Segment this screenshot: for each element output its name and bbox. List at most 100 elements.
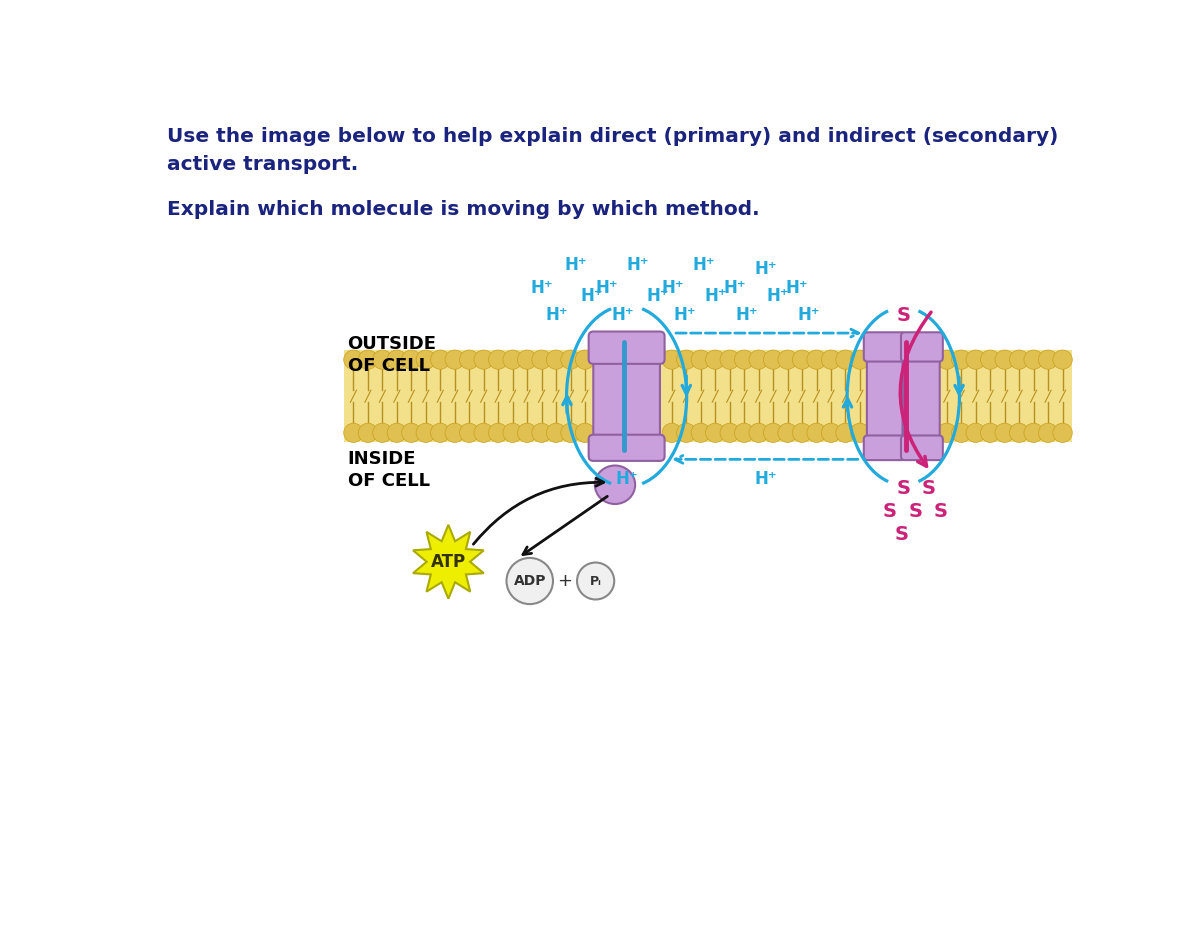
Circle shape: [792, 350, 811, 369]
Circle shape: [431, 350, 450, 369]
FancyBboxPatch shape: [864, 435, 906, 460]
Circle shape: [445, 350, 464, 369]
FancyBboxPatch shape: [901, 333, 943, 361]
Circle shape: [706, 423, 725, 443]
Circle shape: [980, 350, 1000, 369]
Circle shape: [560, 350, 581, 369]
Circle shape: [778, 423, 797, 443]
Circle shape: [546, 350, 565, 369]
Circle shape: [1009, 350, 1028, 369]
Circle shape: [373, 423, 392, 443]
Text: H⁺: H⁺: [546, 306, 568, 324]
Text: ADP: ADP: [514, 574, 546, 588]
Circle shape: [851, 350, 870, 369]
Circle shape: [734, 423, 754, 443]
Circle shape: [416, 423, 436, 443]
Circle shape: [995, 350, 1014, 369]
Circle shape: [577, 562, 614, 600]
Circle shape: [851, 423, 870, 443]
Circle shape: [763, 350, 782, 369]
Circle shape: [966, 423, 985, 443]
Circle shape: [474, 423, 493, 443]
Text: Pᵢ: Pᵢ: [589, 574, 601, 587]
FancyBboxPatch shape: [866, 338, 902, 454]
Circle shape: [506, 558, 553, 604]
Polygon shape: [413, 525, 484, 599]
Text: S: S: [895, 525, 908, 545]
Text: H⁺: H⁺: [692, 256, 715, 275]
Circle shape: [1024, 350, 1043, 369]
Circle shape: [503, 423, 522, 443]
Text: H⁺: H⁺: [755, 261, 778, 278]
Circle shape: [1009, 423, 1028, 443]
Circle shape: [966, 350, 985, 369]
Text: S: S: [896, 479, 911, 498]
Text: S: S: [896, 305, 911, 325]
Circle shape: [1024, 423, 1043, 443]
Text: H⁺: H⁺: [626, 256, 649, 275]
Circle shape: [388, 423, 407, 443]
Text: H⁺: H⁺: [673, 306, 696, 324]
Text: active transport.: active transport.: [167, 155, 359, 175]
Circle shape: [763, 423, 782, 443]
Text: H⁺: H⁺: [798, 306, 820, 324]
Text: H⁺: H⁺: [565, 256, 588, 275]
Text: S: S: [908, 502, 923, 521]
Ellipse shape: [595, 465, 635, 504]
Circle shape: [995, 423, 1014, 443]
FancyBboxPatch shape: [904, 338, 940, 454]
Circle shape: [474, 350, 493, 369]
Circle shape: [720, 350, 739, 369]
Circle shape: [359, 350, 378, 369]
Circle shape: [503, 350, 522, 369]
Text: H⁺: H⁺: [581, 287, 604, 305]
Circle shape: [517, 423, 536, 443]
Text: S: S: [934, 502, 948, 521]
Circle shape: [575, 350, 595, 369]
Text: H⁺: H⁺: [596, 279, 618, 297]
Bar: [343, 350, 1073, 443]
Circle shape: [402, 423, 421, 443]
Circle shape: [1038, 350, 1057, 369]
Circle shape: [749, 423, 768, 443]
Text: H⁺: H⁺: [755, 470, 778, 488]
Text: +: +: [557, 572, 572, 590]
Circle shape: [720, 423, 739, 443]
FancyBboxPatch shape: [589, 434, 665, 460]
Circle shape: [445, 423, 464, 443]
Circle shape: [706, 350, 725, 369]
Circle shape: [343, 350, 364, 369]
Circle shape: [662, 423, 682, 443]
Circle shape: [821, 350, 841, 369]
Circle shape: [952, 423, 971, 443]
Circle shape: [937, 350, 956, 369]
Circle shape: [488, 350, 508, 369]
FancyBboxPatch shape: [593, 338, 660, 454]
Circle shape: [691, 350, 710, 369]
Text: H⁺: H⁺: [662, 279, 684, 297]
Circle shape: [1052, 350, 1073, 369]
Circle shape: [575, 423, 595, 443]
Circle shape: [373, 350, 392, 369]
Circle shape: [835, 423, 856, 443]
Circle shape: [532, 350, 551, 369]
Circle shape: [517, 350, 536, 369]
Circle shape: [1052, 423, 1073, 443]
Circle shape: [416, 350, 436, 369]
Text: ATP: ATP: [431, 553, 466, 571]
Circle shape: [560, 423, 581, 443]
Text: H⁺: H⁺: [704, 287, 727, 305]
Text: H⁺: H⁺: [612, 306, 634, 324]
Text: H⁺: H⁺: [724, 279, 746, 297]
Text: H⁺: H⁺: [767, 287, 790, 305]
Circle shape: [677, 350, 696, 369]
Circle shape: [388, 350, 407, 369]
Text: OUTSIDE
OF CELL: OUTSIDE OF CELL: [348, 334, 437, 375]
Circle shape: [734, 350, 754, 369]
Circle shape: [460, 350, 479, 369]
Circle shape: [821, 423, 841, 443]
Circle shape: [778, 350, 797, 369]
Circle shape: [835, 350, 856, 369]
Text: H⁺: H⁺: [736, 306, 758, 324]
Circle shape: [980, 423, 1000, 443]
